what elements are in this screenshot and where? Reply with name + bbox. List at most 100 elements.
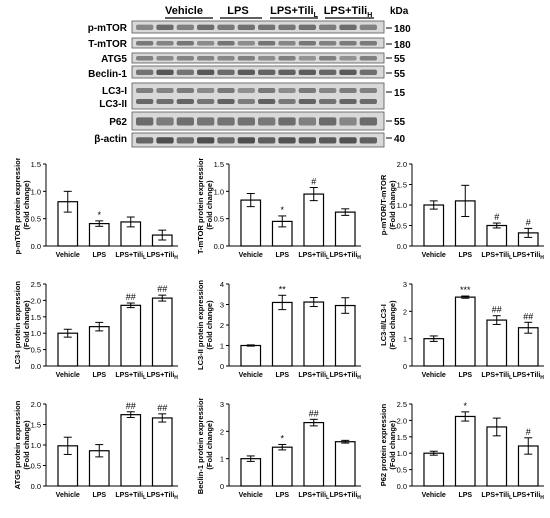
blot-band [278,24,296,30]
blot-band [197,137,215,144]
blot-band [258,88,276,93]
category-subscript: H [174,375,178,381]
y-axis-label: ATG5 protein expression(Fold change) [13,400,31,489]
blot-band [298,99,316,104]
y-tick-label: 0.5 [214,215,224,224]
kda-value: 40 [394,134,406,145]
blot-band [197,56,215,61]
significance-mark: ## [309,408,319,418]
y-axis-label-line: ATG5 protein expression [13,400,22,489]
blot-band [136,41,154,46]
bar-chart-6: 0 1 2 3 LC3-II/LC3-I(Fold change) Vehicle *** L… [379,280,544,381]
blot-band [197,117,215,126]
blot-band [156,117,174,126]
category-label: Vehicle [56,252,80,259]
blot-band-label: β-actin [94,134,127,145]
y-axis-label: LC3-II/LC3-I(Fold change) [379,300,397,350]
blot-band [176,99,194,104]
y-tick-label: 0.0 [397,482,407,491]
blot-band [156,41,174,46]
category-label: LPS+TiliL [115,492,146,501]
significance-mark: * [463,401,467,411]
bar [57,332,79,367]
y-axis-label: T-mTOR protein expression(Fold change) [196,158,214,254]
blot-band [359,56,377,61]
category-label: LPS+TiliH [147,492,179,501]
blot-band [156,69,174,75]
blot-band [319,117,337,126]
blot-band [217,56,235,61]
bar [271,446,293,487]
y-tick-label: 2.0 [31,296,41,305]
blot-band [278,99,296,104]
kda-label: kDa [390,6,409,17]
category-label: LPS [92,372,106,379]
blot-band [176,41,194,46]
blot-band [217,117,235,126]
bar [303,193,325,247]
significance-mark: ## [523,311,533,321]
blot-band [298,137,316,144]
blot-band [217,99,235,104]
y-tick-label: 3 [403,280,407,289]
kda-value: 55 [394,117,406,128]
bar [271,301,293,367]
bar [303,301,325,367]
blot-band [237,117,255,126]
category-label: LPS [92,252,106,259]
y-tick-label: 2.0 [397,160,407,169]
blot-band [156,56,174,61]
significance-mark: * [97,210,101,220]
blot-band [278,88,296,93]
y-axis-label-line: (Fold change) [22,180,31,230]
blot-band [176,137,194,144]
y-axis-label-line: Beclin-1 protein expression [196,398,205,494]
blot-band [319,137,337,144]
category-subscript: H [540,375,544,381]
kda-value: 55 [394,54,406,65]
bar [423,338,445,367]
y-axis-label-line: (Fold change) [22,420,31,470]
blot-band-label: ATG5 [101,54,127,65]
category-label: Vehicle [422,492,446,499]
bar [240,458,262,487]
blot-band [237,69,255,75]
significance-mark: ## [492,305,502,315]
y-axis-label-line: (Fold change) [205,180,214,230]
y-tick-label: 0.5 [397,222,407,231]
significance-mark: # [526,427,531,437]
blot-band [359,137,377,144]
significance-mark: # [311,177,316,187]
y-axis-label: p-mTOR protein expression(Fold change) [13,158,31,254]
category-label: LPS [458,492,472,499]
blot-band [339,24,357,30]
y-tick-label: 1 [220,455,224,464]
blot-group-subscript: L [314,12,319,19]
blot-band-label: p-mTOR [88,23,128,34]
category-subscript: H [174,495,178,501]
blot-strip [131,82,385,110]
blot-band [278,41,296,46]
category-subscript: H [357,375,361,381]
y-axis-label-line: (Fold change) [388,180,397,230]
category-subscript: H [357,495,361,501]
blot-band [197,69,215,75]
category-label: LPS+TiliH [330,492,362,501]
blot-band [319,24,337,30]
category-subscript: L [326,495,329,501]
blot-band [298,24,316,30]
y-tick-label: 0.0 [31,242,41,251]
category-subscript: H [357,255,361,261]
blot-band [217,41,235,46]
y-axis-label-line: P62 protein expression [379,403,388,486]
blot-band [298,117,316,126]
kda-value: 15 [394,88,406,99]
significance-mark: ** [279,284,287,294]
blot-band [217,24,235,30]
blot-band [278,137,296,144]
blot-group-label: LPS+TiliL [270,5,319,19]
category-label: LPS [458,252,472,259]
significance-mark: * [280,205,284,215]
blot-band [258,69,276,75]
